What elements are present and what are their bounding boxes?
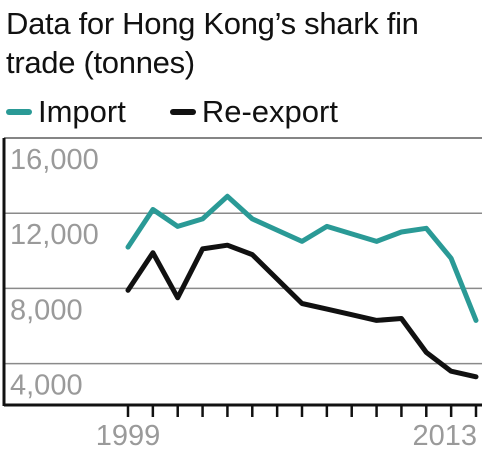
legend-label-import: Import <box>38 94 126 129</box>
y-tick-label-0: 16,000 <box>10 144 99 176</box>
legend-item-import: Import <box>6 94 126 130</box>
legend: Import Re-export <box>6 92 338 132</box>
legend-swatch-import <box>6 109 32 115</box>
legend-swatch-re-export <box>169 109 196 115</box>
x-tick-label-end: 2013 <box>412 420 477 452</box>
legend-item-re-export: Re-export <box>169 94 338 130</box>
y-tick-label-3: 4,000 <box>10 370 83 402</box>
legend-label-re-export: Re-export <box>201 94 338 129</box>
series-line-re-export <box>125 242 479 380</box>
x-tick-label-start: 1999 <box>96 420 161 452</box>
series-line-import <box>125 193 479 323</box>
chart-title: Data for Hong Kong’s shark fin trade (to… <box>6 6 419 80</box>
y-tick-label-1: 12,000 <box>10 219 99 251</box>
y-tick-label-2: 8,000 <box>10 294 83 326</box>
